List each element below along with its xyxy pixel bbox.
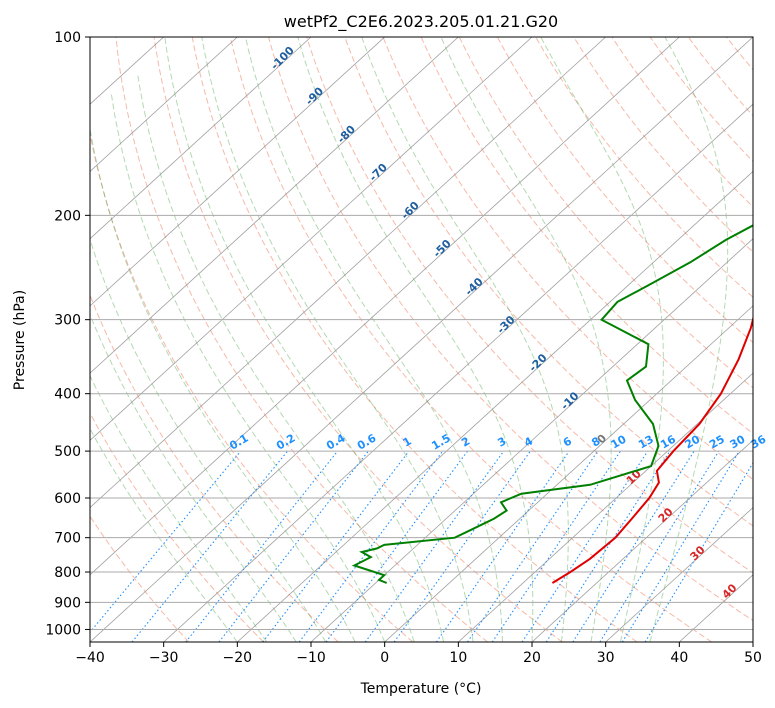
dry-adiabat [382, 37, 753, 481]
mixing-ratio-line [364, 450, 505, 642]
mixing-ratio-line [262, 450, 410, 642]
y-tick-label: 400 [54, 387, 81, 403]
dry-adiabat [191, 37, 638, 642]
x-tick-label: −40 [75, 650, 105, 666]
x-tick-label: 0 [380, 650, 389, 666]
moist-adiabat [90, 374, 268, 642]
mixing-ratio-line [644, 461, 753, 642]
dry-adiabat [90, 412, 264, 642]
dry-adiabat [268, 37, 753, 622]
moist-adiabat [164, 37, 445, 642]
background-lines [90, 37, 753, 642]
dry-adiabat [611, 37, 753, 208]
dry-adiabat [535, 37, 753, 298]
dry-adiabat [90, 131, 414, 642]
isotherm [90, 37, 312, 240]
y-tick-label: 1000 [45, 622, 81, 638]
dry-adiabat [496, 37, 753, 344]
dry-adiabat [306, 37, 753, 574]
isotherm [458, 372, 753, 642]
isotherm [384, 305, 753, 642]
plot-frame [89, 36, 754, 643]
isotherm [163, 103, 753, 642]
x-axis-label: Temperature (°C) [360, 681, 482, 697]
moist-adiabat [90, 427, 238, 642]
isotherm [90, 37, 533, 441]
y-tick-label: 200 [54, 208, 81, 224]
dry-adiabat [90, 293, 339, 642]
y-tick-label: 300 [54, 313, 81, 329]
dry-adiabat [115, 37, 488, 642]
x-tick-label: 30 [597, 650, 615, 666]
x-tick-label: −10 [296, 650, 326, 666]
pressure-gridlines [90, 37, 753, 630]
isotherm [237, 170, 753, 642]
x-tick-label: 20 [523, 650, 541, 666]
isotherm [90, 37, 753, 642]
y-axis-label: Pressure (hPa) [12, 290, 28, 390]
chart-title: wetPf2_C2E6.2023.205.01.21.G20 [284, 12, 558, 32]
sounding-lines [351, 224, 753, 584]
x-tick-label: −20 [223, 650, 253, 666]
isotherm [90, 37, 385, 307]
mixing-ratio-line [218, 450, 369, 642]
y-tick-label: 800 [54, 565, 81, 581]
x-tick-label: −30 [149, 650, 179, 666]
moist-adiabat [90, 125, 356, 642]
x-tick-label: 10 [449, 650, 467, 666]
y-tick-label: 500 [54, 444, 81, 460]
mixing-ratio-line [435, 450, 570, 642]
dry-adiabat [90, 515, 190, 642]
y-tick-label: 700 [54, 531, 81, 547]
isotherm [90, 37, 238, 172]
x-tick-label: 50 [744, 650, 762, 666]
y-tick-label: 100 [54, 30, 81, 46]
moist-adiabat [201, 37, 474, 642]
x-axis-ticks: −40 −30 −20 −10 0 10 20 30 40 50 [75, 642, 762, 666]
dewpoint-line [351, 224, 753, 584]
y-tick-label: 600 [54, 491, 81, 507]
mixing-ratio-line [599, 450, 720, 642]
isotherm [90, 37, 606, 509]
x-tick-label: 40 [670, 650, 688, 666]
isotherm [605, 507, 753, 642]
mixing-ratio-line [90, 450, 242, 634]
dry-adiabat [573, 37, 753, 253]
mixing-ratio-line [572, 450, 695, 642]
mixing-ratio-line [467, 450, 599, 642]
y-tick-label: 900 [54, 595, 81, 611]
mixing-ratio-line [185, 450, 339, 642]
moist-adiabat [297, 37, 534, 642]
moist-adiabat [649, 37, 729, 642]
isotherm [90, 37, 459, 374]
moist-adiabat [245, 37, 503, 642]
dry-adiabat [649, 37, 753, 163]
temperature-line [551, 315, 753, 584]
moist-adiabat [440, 37, 612, 642]
moist-adiabat [137, 72, 415, 642]
mixing-ratio-line [393, 450, 531, 642]
moist-adiabat [110, 94, 386, 642]
isotherm [90, 37, 680, 576]
dry-adiabat [229, 37, 712, 642]
mixing-ratio-line [621, 450, 740, 642]
isotherm [531, 439, 753, 642]
y-axis-ticks: 100 200 300 400 500 600 700 800 900 1000 [45, 30, 90, 638]
mixing-ratio-line [131, 450, 289, 642]
dry-adiabat [153, 37, 563, 642]
